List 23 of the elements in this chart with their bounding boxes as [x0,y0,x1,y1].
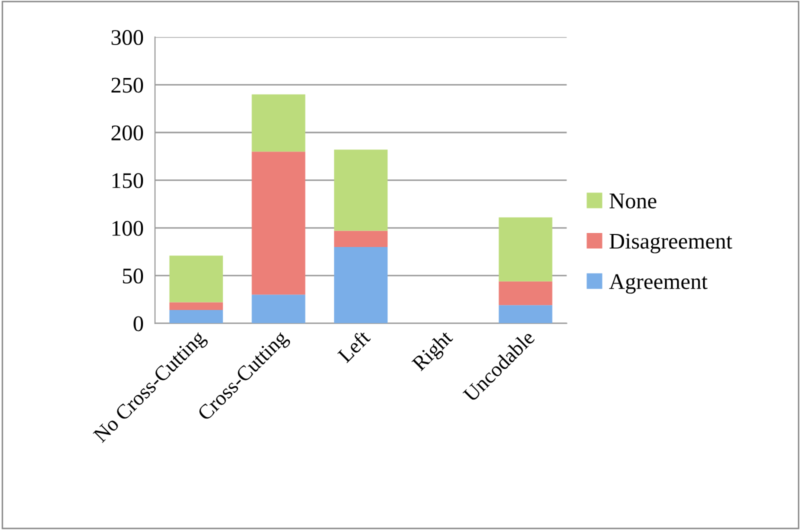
bar [252,152,306,295]
legend-label: Disagreement [610,234,732,254]
bar [169,302,223,310]
bar [252,294,306,324]
y-tick-label: 0 [134,316,144,332]
bar [334,230,388,247]
y-tick-label: 50 [122,268,144,284]
bar [334,246,388,324]
y-tick-label: 150 [112,173,144,188]
bar [498,305,552,324]
y-tick-label: 300 [112,30,144,46]
bar [252,94,306,152]
y-tick-label: 250 [112,78,144,93]
legend-label: None [610,194,656,208]
y-tick-label: 200 [112,125,144,140]
y-tick-label: 100 [112,220,144,236]
x-tick-label: Left [336,328,372,364]
bar [169,310,223,324]
legend-label: Agreement [609,274,708,294]
bar [498,281,552,306]
bar [169,256,223,302]
bar [334,150,388,231]
bar [498,217,552,282]
